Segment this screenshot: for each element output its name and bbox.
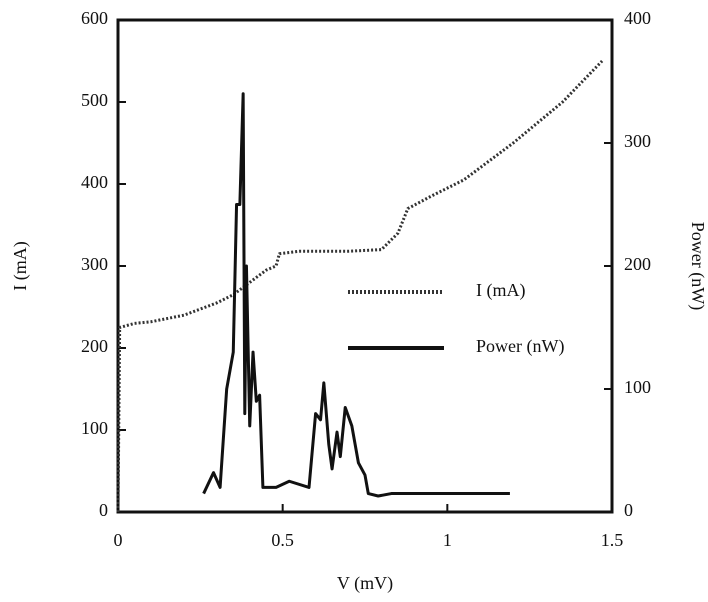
plot-frame xyxy=(116,18,614,514)
y2-tick-label: 0 xyxy=(624,500,633,520)
x-axis-label: V (mV) xyxy=(337,573,393,594)
x-tick-label: 1.5 xyxy=(601,530,624,550)
y-tick-label: 400 xyxy=(81,172,108,192)
legend-label: Power (nW) xyxy=(476,336,564,357)
x-tick-label: 0.5 xyxy=(271,530,294,550)
series-line xyxy=(116,59,604,513)
x-tick-label: 0 xyxy=(114,530,123,550)
y-tick-label: 200 xyxy=(81,336,108,356)
y-tick-label: 0 xyxy=(99,500,108,520)
legend-label: I (mA) xyxy=(476,280,525,301)
y2-tick-label: 300 xyxy=(624,131,651,151)
y2-tick-label: 100 xyxy=(624,377,651,397)
y-tick-label: 300 xyxy=(81,254,108,274)
y-tick-label: 100 xyxy=(81,418,108,438)
y2-tick-label: 400 xyxy=(624,8,651,28)
y-axis-label: I (mA) xyxy=(10,241,31,290)
y-tick-label: 500 xyxy=(81,90,108,110)
series-line xyxy=(202,92,510,498)
y2-tick-label: 200 xyxy=(624,254,651,274)
x-tick-label: 1 xyxy=(443,530,452,550)
y-tick-label: 600 xyxy=(81,8,108,28)
y2-axis-label: Power (nW) xyxy=(687,222,708,310)
